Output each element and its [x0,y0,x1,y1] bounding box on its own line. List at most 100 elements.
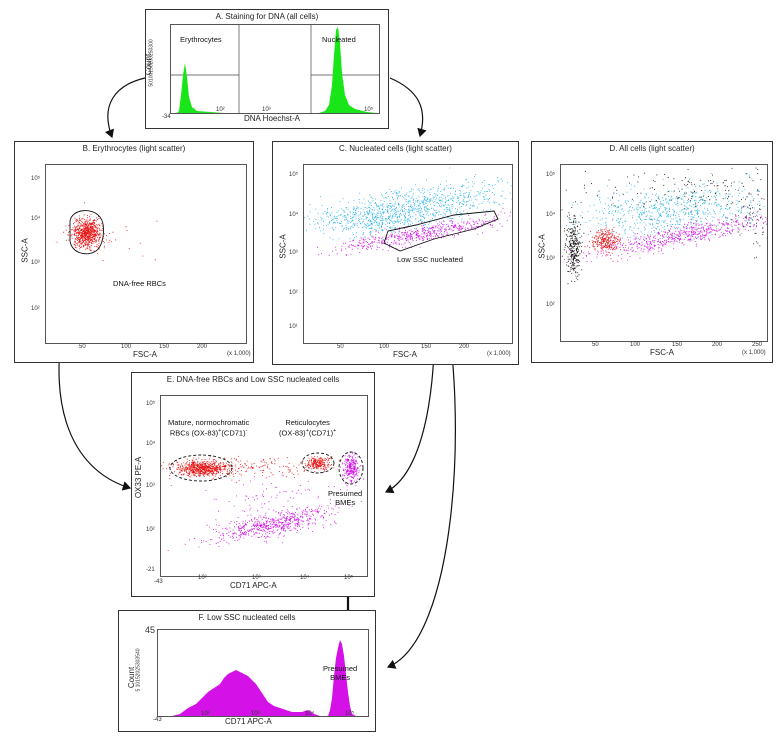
panel-c-scale: (x 1,000) [487,351,511,357]
dot-cloud [561,207,585,285]
panel-e-ylabel: OX33 PE-A [134,456,144,499]
f-bme-label: Presumed BMEs [323,664,358,682]
arrow-a-to-c [389,77,427,138]
dot-cloud [161,456,247,480]
dot-cloud [584,226,627,262]
panel-d-xt1: 100 [630,342,641,348]
panel-d-xt2: 150 [672,342,683,348]
panel-b-xt0: 50 [79,344,86,350]
dot-cloud [167,498,362,551]
panel-a-xt2: 10⁵ [364,107,374,113]
panel-a-xt0: 10² [216,107,225,113]
dot-cloud [302,456,335,473]
panel-e-ymin: -21 [146,567,155,573]
panel-a-title: A. Staining for DNA (all cells) [215,12,319,21]
reticulocyte-gate [301,452,335,474]
dot-cloud [561,167,759,220]
dot-cloud [564,206,767,267]
dna-free-rbc-gate [69,210,104,255]
panel-e-yt2: 10³ [146,483,155,489]
panel-f-xmin: -43 [153,717,162,723]
panel-c-yt1: 10⁴ [289,212,299,218]
panel-c-xt1: 100 [379,344,390,350]
erythrocyte-peak [177,63,223,113]
panel-e-plot [160,395,368,577]
reticulocyte-gate-label: Reticulocytes (OX-83)+(CD71)+ [279,418,337,438]
nucleated-gate-label: Nucleated [322,35,356,44]
panel-e-yt0: 10⁵ [146,401,156,407]
panel-e-xt2: 10⁴ [300,575,310,581]
panel-d-xt3: 200 [712,342,723,348]
erythrocytes-gate-label: Erythrocytes [180,35,222,44]
low-ssc-nucleated-gate [383,210,499,252]
panel-d-xt0: 50 [592,342,599,348]
panel-a-plot [170,24,380,114]
panel-d: D. All cells (light scatter) SSC-A 10⁵ 1… [531,141,773,363]
panel-e-xt3: 10⁵ [344,575,354,581]
panel-e-title: E. DNA-free RBCs and Low SSC nucleated c… [166,375,340,384]
panel-f-ystack: 5 10152025303540 [135,648,142,692]
panel-b-yt1: 10⁴ [31,216,41,222]
presumed-bme-gate-label: Presumed BMEs [328,489,363,507]
dot-cloud [340,451,364,491]
presumed-bme-gate [338,451,364,485]
panel-c-xt2: 150 [421,344,432,350]
panel-b-title: B. Erythrocytes (light scatter) [82,144,186,153]
panel-d-xt4: 250 [752,342,763,348]
panel-a-ystack: 50100150200250300 [148,39,155,87]
panel-c-xt3: 200 [459,344,470,350]
panel-b-plot [45,164,247,344]
panel-c-yt0: 10⁵ [289,172,299,178]
panel-b-yt3: 10² [31,306,40,312]
dot-cloud [56,202,111,255]
panel-d-yt0: 10⁵ [546,172,556,178]
panel-c-plot [303,164,513,344]
dot-cloud [561,173,765,248]
panel-b-yt0: 10⁵ [31,176,41,182]
panel-b: B. Erythrocytes (light scatter) DNA-free… [14,141,254,363]
mature-rbc-gate [169,454,233,482]
panel-f-title: F. Low SSC nucleated cells [198,613,296,622]
f-histogram-main [172,670,320,716]
panel-f-xt2: 10⁴ [305,711,315,717]
panel-b-xt3: 200 [197,344,208,350]
panel-c-yt4: 10¹ [289,324,298,330]
low-ssc-nucleated-label: Low SSC nucleated [397,255,463,264]
panel-c-title: C. Nucleated cells (light scatter) [339,144,452,153]
panel-c-ylabel: SSC-A [278,234,288,259]
panel-e-xlabel: CD71 APC-A [230,581,277,590]
panel-d-yt2: 10³ [546,256,555,262]
panel-a: A. Staining for DNA (all cells) Erythroc… [144,9,389,129]
f-histogram-bme-peak [328,640,356,716]
panel-f-xt3: 10⁵ [345,711,355,717]
panel-a-xmin: -34 [162,114,171,120]
dot-cloud [201,455,362,482]
panel-d-scale: (x 1,000) [742,350,766,356]
panel-f-xt0: 10² [201,711,210,717]
panel-e: E. DNA-free RBCs and Low SSC nucleated c… [131,372,375,597]
panel-b-xt1: 100 [121,344,132,350]
panel-d-yt1: 10⁴ [546,212,556,218]
panel-a-xt1: 10³ [262,107,271,113]
panel-d-yt3: 10² [546,302,555,308]
mature-rbc-gate-label: Mature, normochromatic RBCs (OX-83)+(CD7… [168,418,250,438]
panel-d-plot [560,164,768,342]
panel-c: C. Nucleated cells (light scatter) Low S… [272,141,519,365]
panel-c-xlabel: FSC-A [393,350,417,359]
panel-b-ylabel: SSC-A [20,238,30,263]
panel-a-xlabel: DNA Hoechst-A [244,114,301,123]
panel-b-xt2: 150 [159,344,170,350]
panel-c-yt3: 10² [289,290,298,296]
panel-e-yt1: 10⁴ [146,441,156,447]
panel-f-xlabel: CD71 APC-A [225,717,272,726]
panel-f: F. Low SSC nucleated cells Presumed BMEs… [118,610,376,732]
panel-e-xmin: -43 [154,579,163,585]
panel-b-scale: (x 1,000) [227,351,251,357]
nucleated-peak [319,27,377,113]
panel-c-xt0: 50 [337,344,344,350]
panel-e-yt3: 10² [146,527,155,533]
panel-f-plot [157,629,369,717]
dot-cloud [304,167,512,247]
arrow-a-to-b [104,77,146,139]
